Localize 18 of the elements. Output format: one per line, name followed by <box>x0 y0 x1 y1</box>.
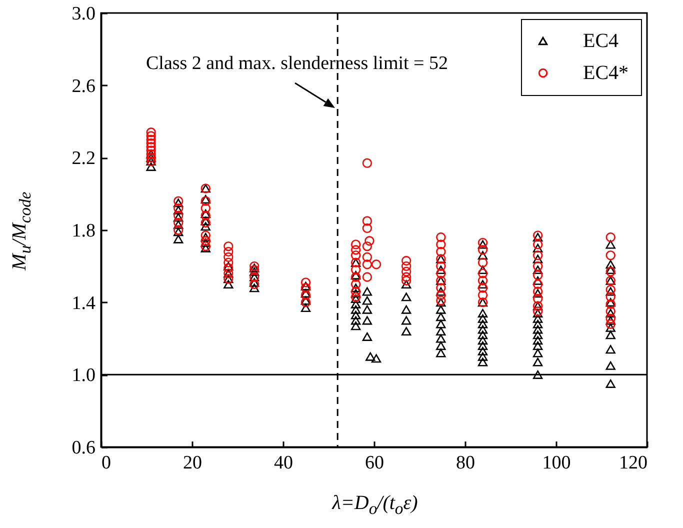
x-tick-label: 120 <box>619 452 648 474</box>
legend-label: EC4* <box>583 62 629 84</box>
y-tick-label: 1.8 <box>72 220 96 242</box>
x-tick-label: 60 <box>365 452 384 474</box>
x-axis-title: λ=D$_{o}$/(t$_{o}$ε) <box>332 492 418 519</box>
x-tick-label: 40 <box>274 452 293 474</box>
legend-label: EC4 <box>583 30 619 52</box>
y-tick-label: 3.0 <box>72 4 96 24</box>
x-tick-label: 80 <box>456 452 475 474</box>
y-tick-label: 1.4 <box>72 292 96 314</box>
x-tick-label: 20 <box>183 452 202 474</box>
y-tick-label: 1.0 <box>72 365 96 386</box>
y-tick-label: 0.6 <box>72 438 96 458</box>
y-tick-label: 2.6 <box>72 76 96 97</box>
annotation: Class 2 and max. slenderness limit = 52 <box>146 53 448 74</box>
x-tick-label: 0 <box>102 452 111 474</box>
x-tick-label: 100 <box>542 452 571 474</box>
y-tick-label: 2.2 <box>72 148 96 170</box>
